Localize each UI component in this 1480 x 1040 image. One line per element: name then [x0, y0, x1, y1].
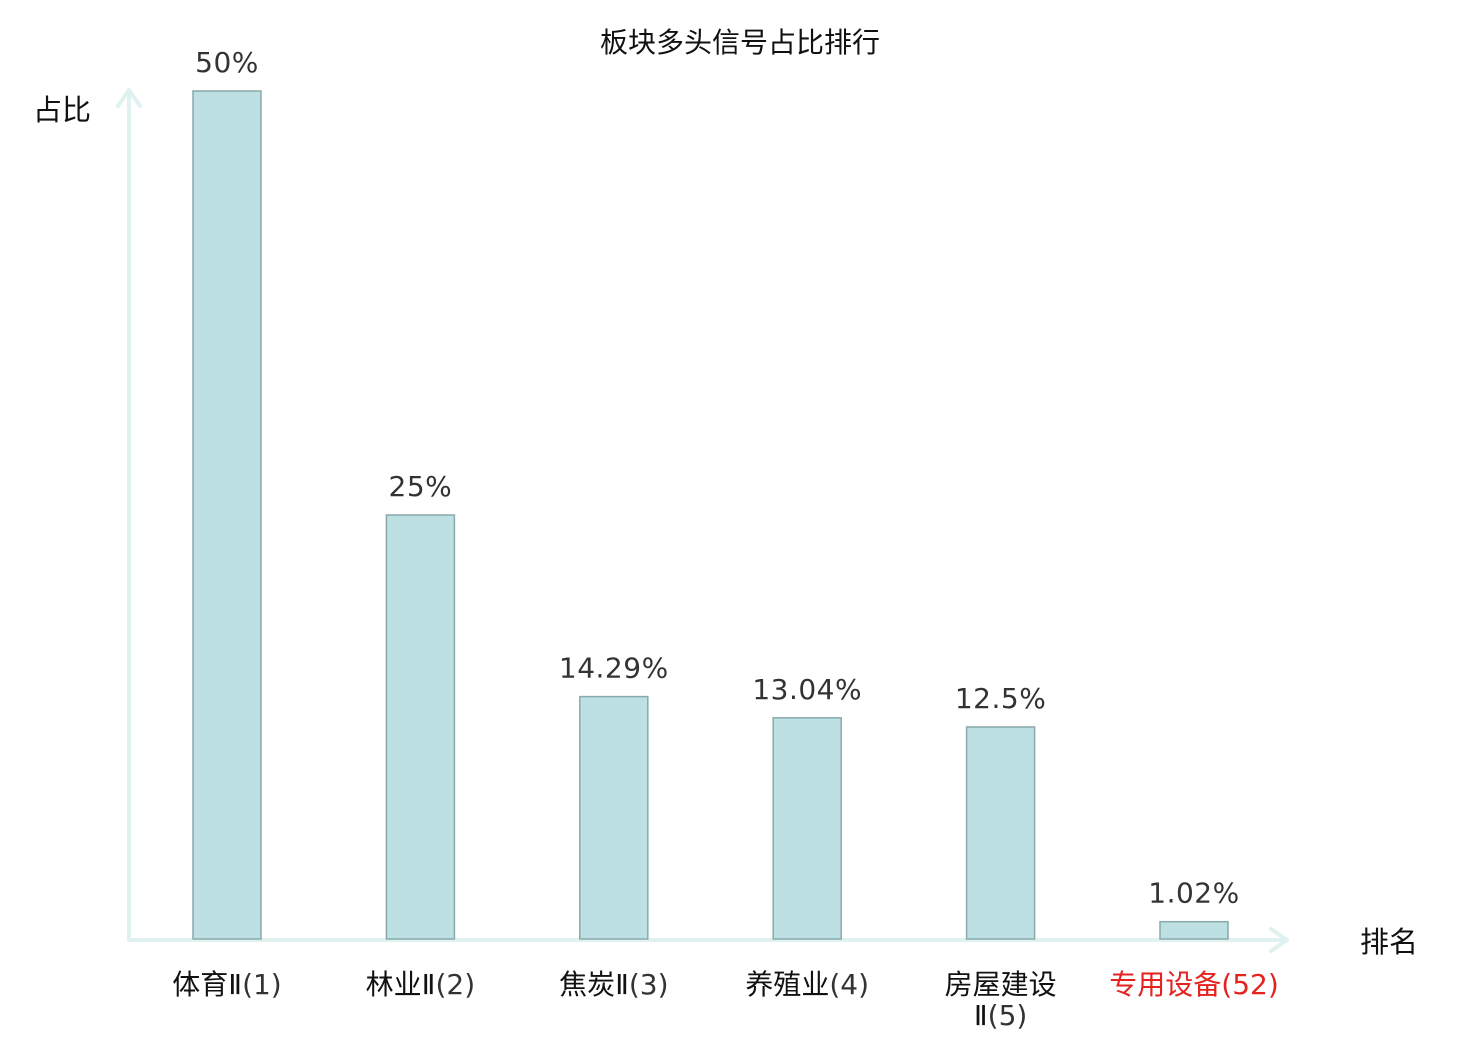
category-label-1: 体育Ⅱ(1) [172, 968, 281, 1001]
bar-1 [192, 90, 262, 940]
category-label-3: 焦炭Ⅱ(3) [559, 968, 668, 1001]
category-rank-2: (2) [435, 968, 475, 1001]
category-name-line2-5: Ⅱ [974, 999, 988, 1032]
category-label-2: 林业Ⅱ(2) [366, 968, 475, 1001]
bar-2 [385, 514, 456, 940]
y-axis-arrow [116, 88, 142, 108]
category-rank-6: (52) [1221, 968, 1278, 1001]
category-name-5: 房屋建设 [945, 968, 1057, 1001]
x-axis-label: 排名 [1360, 925, 1418, 959]
value-label-3: 14.29% [559, 652, 669, 685]
value-label-1: 50% [195, 46, 259, 79]
category-label-6: 专用设备(52) [1109, 968, 1279, 1001]
bar-3 [579, 695, 649, 940]
category-name-2: 林业Ⅱ [366, 968, 436, 1001]
category-name-1: 体育Ⅱ [172, 968, 242, 1001]
value-label-5: 12.5% [955, 682, 1046, 715]
y-axis-label: 占比 [33, 93, 91, 127]
category-rank-5: (5) [988, 999, 1028, 1032]
bar-5 [965, 726, 1036, 940]
bar-group [192, 90, 1229, 940]
value-label-6: 1.02% [1148, 877, 1239, 910]
bar-6 [1159, 920, 1229, 940]
category-label-group: 体育Ⅱ(1) 林业Ⅱ(2) 焦炭Ⅱ(3) 养殖业(4) 房屋建设 Ⅱ(5) 专用设备(52) [172, 968, 1278, 1032]
bar-4 [772, 717, 842, 940]
category-rank-4: (4) [829, 968, 869, 1001]
category-label-4: 养殖业(4) [745, 968, 869, 1001]
category-label-5: 房屋建设 Ⅱ(5) [945, 968, 1057, 1032]
category-name-4: 养殖业 [745, 968, 829, 1001]
value-label-2: 25% [389, 470, 453, 503]
category-rank-1: (1) [242, 968, 282, 1001]
x-axis-arrow [1269, 927, 1289, 953]
category-rank-3: (3) [629, 968, 669, 1001]
chart-title: 板块多头信号占比排行 [600, 26, 880, 59]
category-name-3: 焦炭Ⅱ [559, 968, 629, 1001]
value-label-4: 13.04% [752, 673, 862, 706]
value-label-group: 50% 25% 14.29% 13.04% 12.5% 1.02% [195, 46, 1239, 910]
category-name-6: 专用设备 [1109, 968, 1221, 1001]
